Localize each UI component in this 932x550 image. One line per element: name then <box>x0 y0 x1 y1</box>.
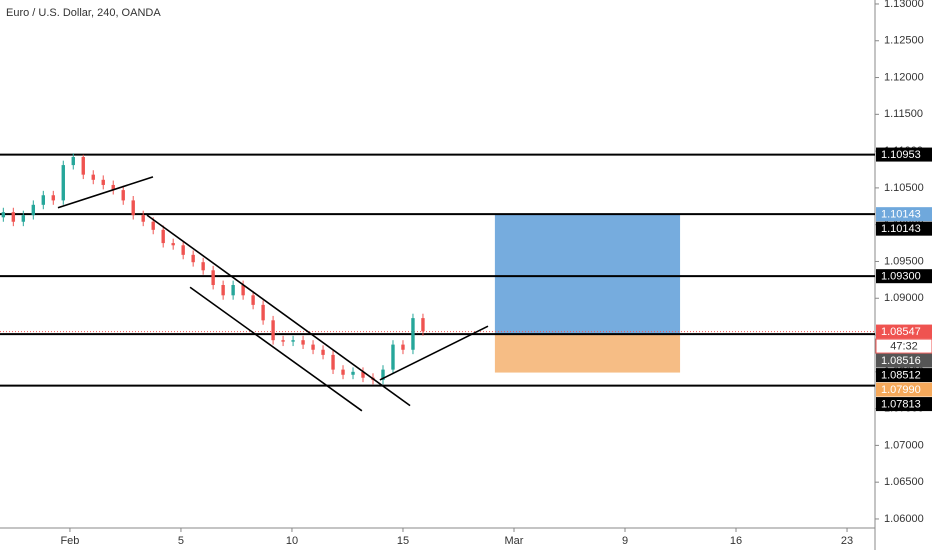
candle-body <box>171 243 175 246</box>
price-tag-box <box>876 382 932 397</box>
y-tick-label: 1.06500 <box>884 476 924 488</box>
candle-body <box>401 344 405 350</box>
candle-body <box>131 200 135 216</box>
y-tick-label: 1.13000 <box>884 0 924 10</box>
candle-body <box>331 354 335 370</box>
trend-line <box>146 214 411 407</box>
candle-body <box>311 344 315 350</box>
candle-body <box>141 215 145 222</box>
y-tick-label: 1.09000 <box>884 292 924 304</box>
price-tag-box <box>876 368 932 383</box>
candle-body <box>241 285 245 296</box>
price-tag-box <box>876 269 932 284</box>
price-tag: 1.10143 <box>881 223 921 235</box>
candle-body <box>121 190 125 201</box>
candle-body <box>91 174 95 180</box>
price-tag: 1.08547 <box>881 326 921 338</box>
candle-body <box>281 340 285 342</box>
price-tag-box <box>876 207 932 222</box>
price-tag: 1.09300 <box>881 271 921 283</box>
candle-body <box>21 215 26 222</box>
candle-body <box>411 318 415 350</box>
y-tick-label: 1.10500 <box>884 182 924 194</box>
y-tick-label: 1.09500 <box>884 255 924 267</box>
candle-body <box>201 262 205 271</box>
candle-body <box>1 212 6 218</box>
candle-body <box>261 304 265 321</box>
candle-body <box>211 270 215 286</box>
y-tick-label: 1.06000 <box>884 513 924 525</box>
candle-body <box>251 295 255 305</box>
candle-body <box>221 285 225 296</box>
candle-body <box>81 156 85 175</box>
candle-body <box>151 221 155 230</box>
candle-body <box>351 371 355 375</box>
candle-body <box>301 340 305 345</box>
candle-body <box>111 184 115 191</box>
candle-body <box>341 369 345 375</box>
y-tick-label: 1.07000 <box>884 439 924 451</box>
trend-line <box>189 286 363 412</box>
candle-body <box>361 371 365 378</box>
price-tag-box <box>876 397 932 412</box>
candle-body <box>61 165 65 201</box>
price-tag-box <box>876 221 932 236</box>
trend-line <box>57 176 154 209</box>
price-tag: 1.10953 <box>881 149 921 161</box>
x-tick-label: 5 <box>178 535 184 547</box>
countdown: 47:32 <box>890 340 918 352</box>
stop-zone <box>494 333 681 373</box>
candle-body <box>31 204 36 216</box>
candle-body <box>41 195 45 205</box>
price-tag: 1.10143 <box>881 209 921 221</box>
candle-body <box>321 349 325 355</box>
price-tag: 1.08512 <box>881 369 921 381</box>
trend-line <box>379 325 489 381</box>
candle-body <box>391 344 395 370</box>
price-tag-box <box>876 353 932 368</box>
x-tick-label: 16 <box>730 535 742 547</box>
target-zone <box>494 214 681 334</box>
x-tick-label: 10 <box>286 535 298 547</box>
candle-body <box>11 212 16 222</box>
x-tick-label: 15 <box>397 535 409 547</box>
price-tag-box <box>876 147 932 162</box>
price-tag: 1.08516 <box>881 355 921 367</box>
x-tick-label: 23 <box>841 535 853 547</box>
candle-body <box>271 320 275 341</box>
candle-body <box>231 285 235 296</box>
price-tag: 1.07813 <box>881 398 921 410</box>
countdown-box <box>875 338 932 354</box>
x-tick-label: Feb <box>60 535 79 547</box>
price-tag: 1.07990 <box>881 384 921 396</box>
x-tick-label: Mar <box>505 535 524 547</box>
candle-body <box>71 156 75 166</box>
candle-body <box>421 318 425 332</box>
y-tick-label: 1.11500 <box>884 108 923 120</box>
y-tick-label: 1.12000 <box>884 71 924 83</box>
chart-title: Euro / U.S. Dollar, 240, OANDA <box>6 7 161 19</box>
y-tick-label: 1.12500 <box>884 35 924 47</box>
candle-body <box>161 229 165 244</box>
x-tick-label: 9 <box>622 535 628 547</box>
price-tag-box <box>876 324 932 339</box>
candle-body <box>101 179 105 185</box>
candle-body <box>191 254 195 263</box>
candle-body <box>381 369 385 380</box>
candle-body <box>181 245 185 255</box>
candle-body <box>291 340 295 342</box>
candle-body <box>51 195 55 201</box>
